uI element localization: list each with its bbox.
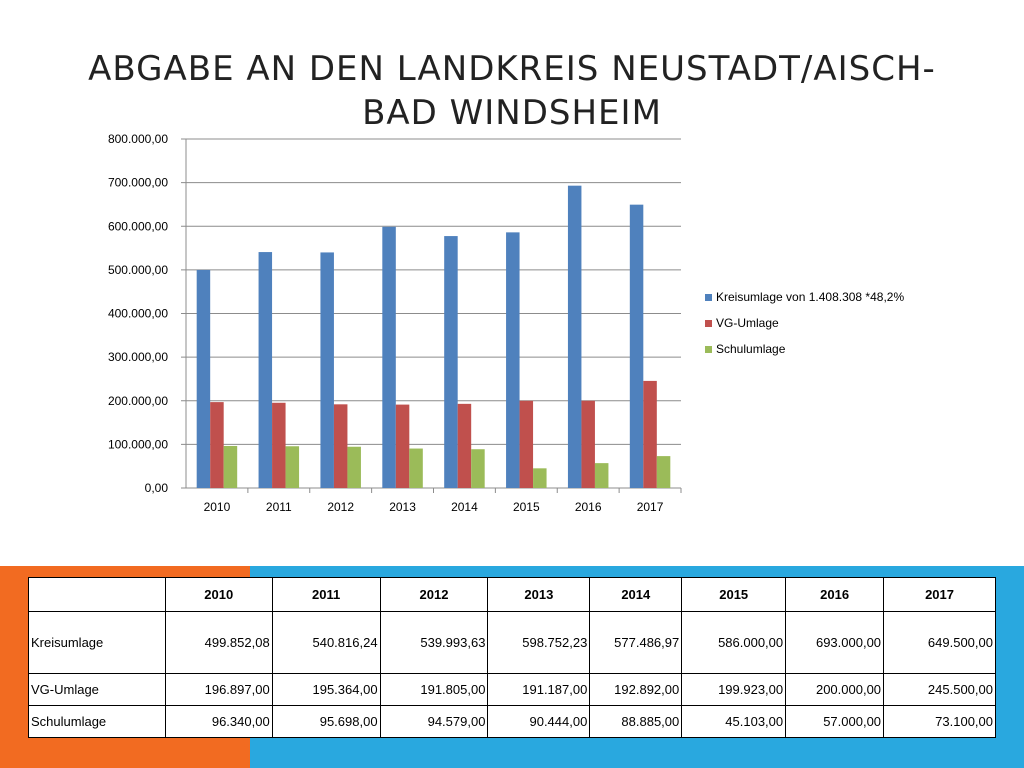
- table-cell: 200.000,00: [785, 673, 885, 706]
- bar-vg-umlage-2016: [581, 400, 595, 488]
- x-tick-label: 2017: [637, 500, 664, 514]
- bar-vg-umlage-2013: [395, 404, 410, 488]
- table-row: Kreisumlage 499.852,08 540.816,24 539.99…: [28, 611, 996, 674]
- table-cell: 45.103,00: [681, 705, 787, 738]
- table-cell: 577.486,97: [589, 611, 683, 674]
- table-header-cell: [28, 577, 166, 612]
- table-cell: 73.100,00: [883, 705, 996, 738]
- table-cell: 586.000,00: [681, 611, 787, 674]
- bar-schulumlage-2013: [409, 448, 423, 488]
- table-row: Schulumlage 96.340,00 95.698,00 94.579,0…: [28, 705, 996, 738]
- table-cell: 539.993,63: [379, 611, 489, 674]
- legend-label: Kreisumlage von 1.408.308 *48,2%: [716, 290, 904, 304]
- bar-kreisumlage-2016: [567, 185, 582, 488]
- table-cell: 499.852,08: [164, 611, 273, 674]
- bar-vg-umlage-2012: [333, 404, 348, 488]
- bar-kreisumlage-2015: [506, 232, 520, 488]
- table-cell: 95.698,00: [271, 705, 381, 738]
- bar-kreisumlage-2010: [196, 269, 211, 488]
- bar-schulumlage-2012: [347, 446, 361, 488]
- table-header-cell: 2017: [883, 577, 996, 612]
- table-cell: 88.885,00: [589, 705, 683, 738]
- table-header-row: 2010 2011 2012 2013 2014 2015 2016 2017: [28, 577, 996, 612]
- y-tick-label: 100.000,00: [108, 437, 168, 451]
- bar-vg-umlage-2015: [519, 400, 534, 488]
- x-tick-label: 2010: [204, 500, 231, 514]
- legend-label: Schulumlage: [716, 342, 786, 356]
- bar-kreisumlage-2017: [629, 204, 644, 488]
- legend-swatch: [705, 294, 712, 301]
- title-line-2: BAD WINDSHEIM: [362, 92, 662, 133]
- table-cell: 94.579,00: [379, 705, 489, 738]
- bar-vg-umlage-2011: [272, 402, 286, 488]
- table-header-cell: 2014: [589, 577, 683, 612]
- x-tick-label: 2012: [327, 500, 354, 514]
- legend-swatch: [705, 320, 712, 327]
- bar-kreisumlage-2013: [382, 226, 396, 488]
- table-cell: 90.444,00: [487, 705, 591, 738]
- table-header-cell: 2013: [487, 577, 591, 612]
- table-row-label: Kreisumlage: [28, 611, 166, 674]
- table-header-cell: 2012: [379, 577, 489, 612]
- x-tick-label: 2013: [389, 500, 416, 514]
- bar-vg-umlage-2014: [457, 403, 472, 488]
- bar-chart: 0,00 100.000,00 200.000,00 300.000,00 400.00…: [108, 132, 905, 514]
- table-cell: 191.187,00: [487, 673, 591, 706]
- y-tick-label: 0,00: [145, 481, 169, 495]
- x-tick-label: 2011: [266, 500, 292, 514]
- y-tick-label: 600.000,00: [108, 219, 168, 233]
- table-cell: 649.500,00: [883, 611, 996, 674]
- table-cell: 191.805,00: [379, 673, 489, 706]
- bar-schulumlage-2010: [223, 445, 238, 488]
- bar-vg-umlage-2010: [210, 402, 224, 488]
- bar-schulumlage-2011: [285, 446, 300, 488]
- table-header-cell: 2011: [271, 577, 381, 612]
- y-tick-label: 500.000,00: [108, 263, 168, 277]
- bar-schulumlage-2014: [471, 449, 485, 488]
- y-tick-label: 400.000,00: [108, 307, 168, 321]
- x-tick-label: 2014: [451, 500, 478, 514]
- title-line-1: ABGABE AN DEN LANDKREIS NEUSTADT/AISCH-: [88, 48, 936, 89]
- bar-vg-umlage-2017: [643, 380, 657, 488]
- y-tick-label: 300.000,00: [108, 350, 168, 364]
- table-cell: 192.892,00: [589, 673, 683, 706]
- y-tick-label: 700.000,00: [108, 176, 168, 190]
- table-cell: 540.816,24: [271, 611, 381, 674]
- bar-schulumlage-2017: [656, 456, 671, 488]
- legend-label: VG-Umlage: [716, 316, 779, 330]
- table-cell: 199.923,00: [681, 673, 787, 706]
- bar-kreisumlage-2012: [320, 252, 334, 488]
- table-cell: 598.752,23: [487, 611, 591, 674]
- bar-kreisumlage-2011: [258, 252, 273, 488]
- table-header-cell: 2010: [164, 577, 273, 612]
- table-cell: 196.897,00: [164, 673, 273, 706]
- table-cell: 96.340,00: [164, 705, 273, 738]
- y-tick-label: 800.000,00: [108, 132, 168, 146]
- bar-schulumlage-2015: [533, 468, 547, 488]
- slide-title: ABGABE AN DEN LANDKREIS NEUSTADT/AISCH- …: [40, 47, 984, 135]
- table-cell: 245.500,00: [883, 673, 996, 706]
- y-tick-label: 200.000,00: [108, 394, 168, 408]
- table-header-cell: 2016: [785, 577, 885, 612]
- table-cell: 195.364,00: [271, 673, 381, 706]
- table-header-cell: 2015: [681, 577, 787, 612]
- x-tick-label: 2016: [575, 500, 602, 514]
- x-tick-label: 2015: [513, 500, 540, 514]
- data-table: 2010 2011 2012 2013 2014 2015 2016 2017 …: [28, 577, 996, 738]
- bar-kreisumlage-2014: [444, 236, 458, 488]
- table-row-label: Schulumlage: [28, 705, 166, 738]
- bar-schulumlage-2016: [594, 463, 609, 488]
- table-cell: 57.000,00: [785, 705, 885, 738]
- table-cell: 693.000,00: [785, 611, 885, 674]
- table-row: VG-Umlage 196.897,00 195.364,00 191.805,…: [28, 673, 996, 706]
- legend-swatch: [705, 346, 712, 353]
- table-row-label: VG-Umlage: [28, 673, 166, 706]
